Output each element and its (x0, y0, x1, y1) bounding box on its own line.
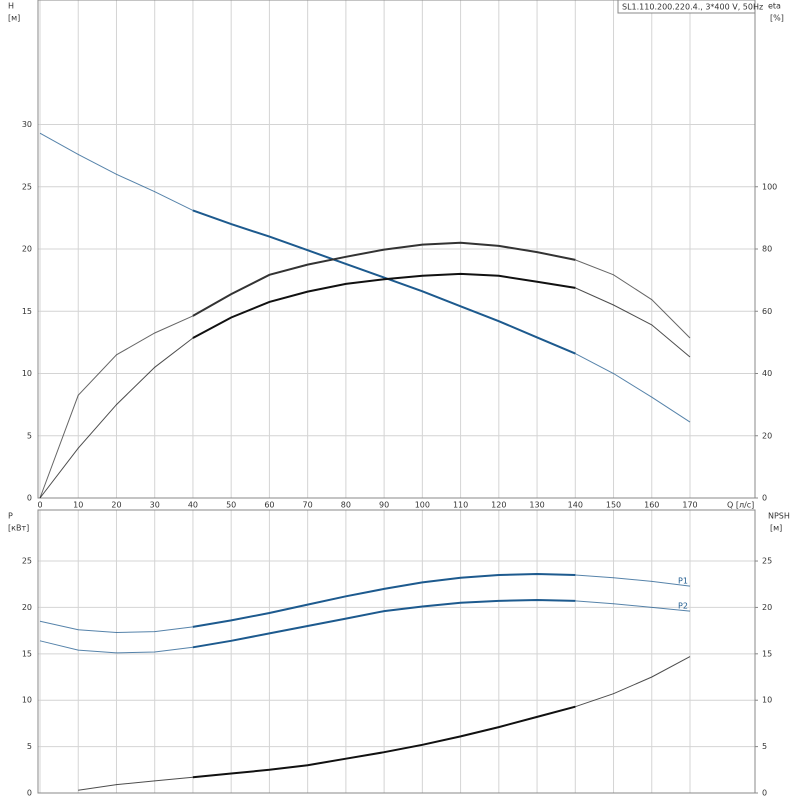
x-tick-label: 70 (303, 501, 313, 510)
y2-tick-label: 100 (762, 182, 777, 191)
curve-operating-range (192, 572, 576, 628)
curve-label: P2 (678, 602, 688, 611)
y-tick-label: 5 (27, 431, 32, 440)
curve-label: P1 (678, 577, 688, 586)
x-tick-label: 0 (37, 501, 42, 510)
x-tick-label: 90 (379, 501, 389, 510)
x-tick-label: 80 (341, 501, 351, 510)
y-tick-label: 30 (22, 120, 32, 129)
x-axis-label: Q [л/с] (727, 501, 754, 510)
y-tick-label: 20 (22, 603, 32, 612)
chart-title: SL1.110.200.220.4., 3*400 V, 50Hz (622, 3, 763, 12)
y2-tick-label: 0 (762, 494, 767, 503)
x-tick-label: 110 (453, 501, 468, 510)
curve-operating-range (192, 241, 576, 317)
y-tick-label: 0 (27, 789, 32, 798)
x-tick-label: 120 (491, 501, 506, 510)
x-tick-label: 150 (606, 501, 621, 510)
y-tick-label: 10 (22, 369, 32, 378)
y2-tick-label: 80 (762, 245, 772, 254)
y-tick-label: 25 (22, 182, 32, 191)
y2-tick-label: 25 (762, 557, 772, 566)
y2-tick-label: 5 (762, 742, 767, 751)
x-tick-label: 170 (682, 501, 697, 510)
x-tick-label: 140 (568, 501, 583, 510)
x-tick-label: 10 (73, 501, 83, 510)
y2-tick-label: 20 (762, 603, 772, 612)
plot-frame (37, 0, 756, 499)
y2-tick-label: 60 (762, 307, 772, 316)
x-tick-label: 60 (264, 501, 274, 510)
y2-tick-label: 10 (762, 696, 772, 705)
y-tick-label: 0 (27, 494, 32, 503)
y-tick-label: 5 (27, 742, 32, 751)
y-axis-label: P (8, 512, 13, 521)
x-tick-label: 50 (226, 501, 236, 510)
title-box (617, 0, 756, 14)
x-tick-label: 30 (150, 501, 160, 510)
y2-axis-label: NPSH (768, 512, 790, 521)
y2-tick-label: 15 (762, 649, 772, 658)
y-tick-label: 15 (22, 307, 32, 316)
y2-tick-label: 20 (762, 431, 772, 440)
y-tick-label: 15 (22, 649, 32, 658)
y2-axis-unit: [%] (770, 14, 784, 23)
y-axis-unit: [кВт] (8, 524, 29, 533)
curve-operating-range (192, 598, 576, 649)
x-tick-label: 40 (188, 501, 198, 510)
x-tick-label: 20 (111, 501, 121, 510)
curve-operating-range (192, 209, 576, 355)
y2-tick-label: 40 (762, 369, 772, 378)
y-axis-unit: [м] (8, 14, 20, 23)
y2-axis-unit: [м] (770, 524, 782, 533)
y-tick-label: 25 (22, 557, 32, 566)
y-axis-label: H (8, 2, 14, 11)
x-tick-label: 160 (644, 501, 659, 510)
curve-operating-range (192, 272, 576, 339)
x-tick-label: 100 (415, 501, 430, 510)
plot-frame (37, 509, 756, 794)
y-tick-label: 10 (22, 696, 32, 705)
y2-axis-label: eta (768, 2, 781, 11)
curve-operating-range (192, 705, 576, 779)
y-tick-label: 20 (22, 245, 32, 254)
y2-tick-label: 0 (762, 789, 767, 798)
x-tick-label: 130 (529, 501, 544, 510)
